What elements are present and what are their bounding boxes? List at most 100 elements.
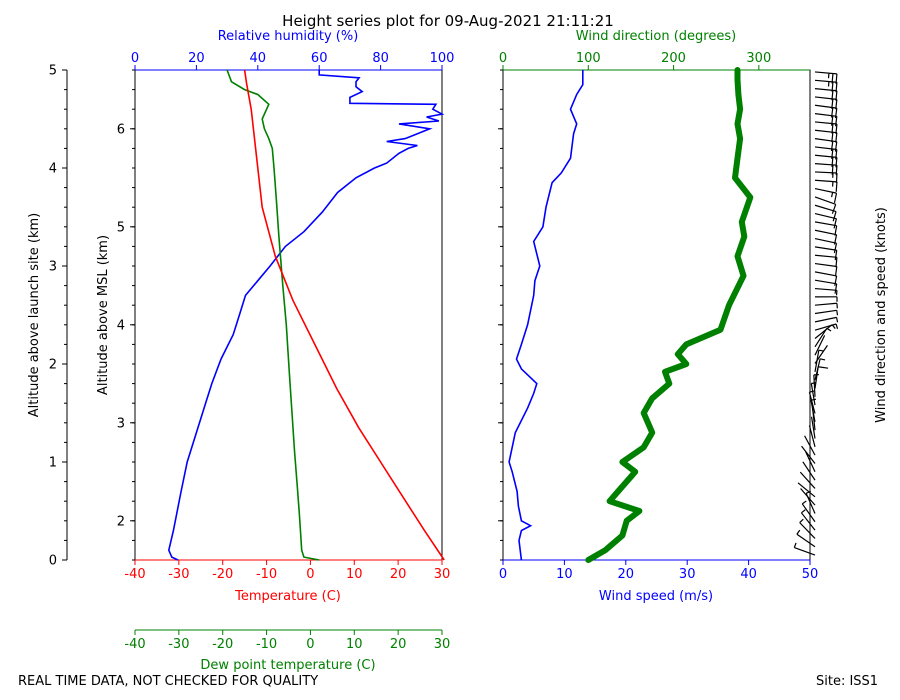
rh-tick-label: 20: [188, 51, 205, 66]
wind-barb-staff: [800, 512, 816, 531]
wdir-tick-label: 100: [576, 51, 601, 66]
wind-barb-staff: [814, 324, 833, 339]
wind-panel: 0 100 200 300 0 10 20 30 40 50 Wind direction (de…: [498, 29, 889, 604]
wind-barb-staff: [810, 416, 816, 439]
msl-alt-tick-label: 5: [117, 220, 125, 235]
wind-barb-flag: [835, 73, 838, 84]
wind-barb-staff: [814, 302, 837, 306]
wind-barb-flag: [833, 192, 838, 204]
wind-barb-half-flag: [809, 390, 815, 393]
msl-alt-tick-label: 2: [117, 514, 125, 529]
dew-tick-label: -40: [124, 637, 145, 652]
wind-frame: [502, 69, 811, 561]
wdir-axis-label: Wind direction (degrees): [576, 29, 736, 44]
wind-barb-staff: [802, 461, 816, 481]
temp-tick-label: 30: [434, 567, 451, 582]
wind-barb-flag: [831, 132, 834, 143]
wind-barb-half-flag: [835, 317, 839, 323]
wind-barb-flag: [835, 99, 838, 110]
launch-alt-axis-label: Altitude above launch site (km): [27, 213, 42, 417]
wdir-tick-label: 300: [746, 51, 771, 66]
wind-barb-half-flag: [801, 500, 807, 505]
wind-barb-staff: [801, 445, 816, 464]
wind-barb-staff: [814, 358, 821, 381]
rh-tick-label: 80: [372, 51, 389, 66]
wind-barb-staff: [814, 309, 837, 315]
launch-alt-tick-label: 0: [49, 554, 57, 569]
wind-barb-staff: [814, 221, 837, 227]
dew-tick-label: 0: [306, 637, 314, 652]
wspd-tick-label: 20: [618, 567, 635, 582]
launch-alt-tick-label: 2: [49, 358, 57, 373]
wind-barb-flag: [830, 141, 834, 152]
wind-barb-flag: [835, 149, 838, 160]
dewpoint-line: [226, 69, 320, 561]
temp-tick-label: -30: [168, 567, 189, 582]
wind-barb-flag: [834, 250, 838, 261]
temp-tick-label: -10: [256, 567, 277, 582]
wind-barb-staff: [814, 212, 837, 220]
wind-barb-flag: [831, 81, 834, 92]
wind-barb-flag: [833, 243, 838, 254]
wspd-tick-label: 10: [556, 567, 573, 582]
quality-note: REAL TIME DATA, NOT CHECKED FOR QUALITY: [18, 674, 319, 689]
wind-direction-line: [585, 67, 754, 563]
wind-barb-flag: [835, 181, 838, 192]
msl-alt-tick-label: 3: [117, 416, 125, 431]
wind-barb-flag: [835, 157, 838, 168]
wind-barb-staff: [814, 146, 837, 151]
wind-barb-staff: [814, 237, 837, 244]
wspd-axis-label: Wind speed (m/s): [599, 589, 713, 604]
wind-barb-half-flag: [805, 490, 811, 494]
wind-barb-staff: [814, 246, 837, 251]
wind-barb-flag: [831, 148, 834, 160]
wind-barb-flag: [834, 141, 838, 152]
wind-barb-staff: [804, 435, 816, 456]
wind-barb-staff: [808, 392, 816, 414]
wind-barb-flag: [835, 173, 838, 184]
launch-alt-tick-label: 3: [49, 260, 57, 275]
wind-barb-flag: [818, 366, 829, 369]
rh-tick-label: 0: [131, 51, 139, 66]
wind-barb-staff: [814, 104, 837, 109]
wind-barb-flag: [834, 275, 838, 286]
wind-barb-staff: [814, 271, 837, 277]
thermo-panel: 0 20 40 60 80 100-40 -30 -20 -10 0 10 20 30-40 -30 -20…: [27, 29, 454, 673]
wind-barb-staff: [796, 533, 816, 548]
wind-barb-staff: [814, 345, 828, 364]
dew-tick-label: -10: [256, 637, 277, 652]
wind-barb-flag: [835, 165, 838, 176]
temp-tick-label: -40: [124, 567, 145, 582]
wind-barb-staff: [801, 503, 816, 523]
dew-tick-label: 10: [346, 637, 363, 652]
wind-barb-staff: [810, 400, 816, 422]
wspd-tick-label: 40: [740, 567, 757, 582]
wind-barb-flag: [833, 218, 837, 229]
temperature-line: [243, 69, 445, 561]
temp-tick-label: 10: [346, 567, 363, 582]
wind-barb-flag: [834, 108, 838, 119]
wind-barb-staff: [814, 316, 837, 323]
temp-axis-label: Temperature (C): [234, 589, 341, 604]
wind-barb-flag: [831, 115, 834, 126]
wind-barb-staff: [814, 113, 837, 117]
wind-barb-staff: [814, 71, 837, 75]
wind-barb-staff: [814, 79, 837, 83]
msl-alt-axis-label: Altitude above MSL (km): [96, 235, 111, 395]
temp-tick-label: 20: [390, 567, 407, 582]
rh-tick-label: 40: [250, 51, 267, 66]
wind-barb-flag: [835, 123, 838, 135]
temp-tick-label: -20: [212, 567, 233, 582]
wind-barb-flag: [834, 266, 838, 277]
wind-barb-staff: [794, 547, 816, 556]
wind-barb-staff: [799, 522, 816, 539]
wind-barb-flag: [831, 164, 834, 175]
wind-barb-staff: [814, 171, 838, 174]
wind-barb-half-flag: [796, 529, 801, 535]
wind-barb-staff: [805, 451, 816, 473]
launch-alt-tick-label: 4: [49, 162, 57, 177]
dew-axis-label: Dew point temperature (C): [200, 658, 375, 673]
wind-barb-staff: [814, 254, 837, 258]
wind-barb-half-flag: [801, 509, 806, 514]
site-label: Site: ISS1: [816, 674, 879, 689]
